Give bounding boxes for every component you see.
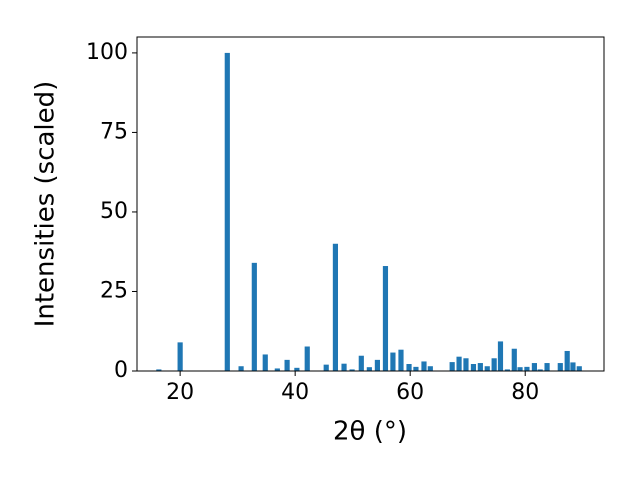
bar [427,366,433,371]
bar [323,364,329,371]
bar [304,346,310,371]
bar [358,355,364,371]
y-tick-label: 25 [100,278,128,303]
bar [262,354,268,371]
bar [156,369,162,371]
x-tick-label: 40 [281,380,309,405]
x-axis-label: 2θ (°) [333,417,407,447]
x-tick-label: 80 [511,380,539,405]
bar [251,262,257,371]
bar [517,367,523,371]
bar [390,352,396,371]
bar [484,366,490,371]
plot-frame [136,36,605,372]
y-axis-label: Intensities (scaled) [31,81,61,328]
bar [463,358,469,371]
bar [470,364,477,371]
bar [294,367,300,371]
bar [406,364,412,371]
bar [477,363,483,371]
x-tick-label: 60 [396,380,424,405]
bar [398,349,404,371]
bar [224,52,230,372]
bar [456,356,462,371]
bar [349,369,355,371]
bar [564,350,570,371]
bar [576,366,582,371]
bar [238,366,244,371]
bar [413,366,419,371]
y-tick-label: 50 [100,199,128,224]
bar [274,368,280,371]
bar [570,362,576,371]
bar [177,342,183,371]
bar [341,363,347,371]
bar [366,367,372,371]
bar [421,361,427,371]
bar [497,341,504,371]
bar [531,363,537,371]
bar [491,358,497,371]
bar [524,366,530,371]
y-tick-label: 100 [86,40,128,65]
bar [504,369,510,371]
y-tick-label: 75 [100,119,128,144]
bar [449,362,455,371]
bar [374,359,380,371]
y-tick-label: 0 [114,358,128,383]
bar [284,359,290,371]
bar [511,348,517,371]
x-tick-label: 20 [166,380,194,405]
bar [537,369,543,371]
bar [557,363,563,371]
bar [332,243,339,371]
bar [544,363,550,371]
bar [382,266,389,371]
